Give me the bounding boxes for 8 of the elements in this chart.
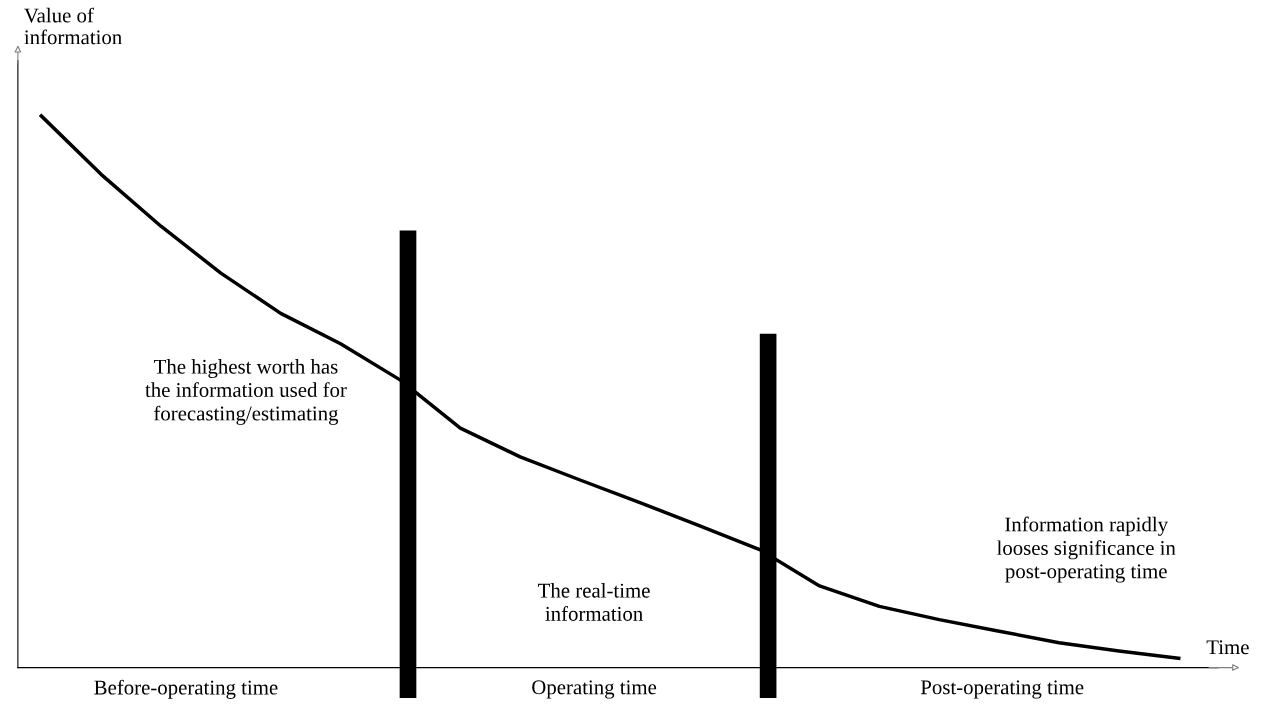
annotation: Information rapidly looses significance in post-operating time <box>996 516 1176 583</box>
y-axis-title: Value of information <box>24 7 122 45</box>
annotation: The highest worth has the information used for forecasting/estimating <box>145 359 347 425</box>
text: Before-operating time <box>94 679 278 699</box>
text: Operating time <box>532 680 657 699</box>
annotation: The real-time information <box>538 582 650 621</box>
text: Post-operating time <box>920 680 1084 699</box>
x-axis-title: Time <box>1206 640 1249 655</box>
